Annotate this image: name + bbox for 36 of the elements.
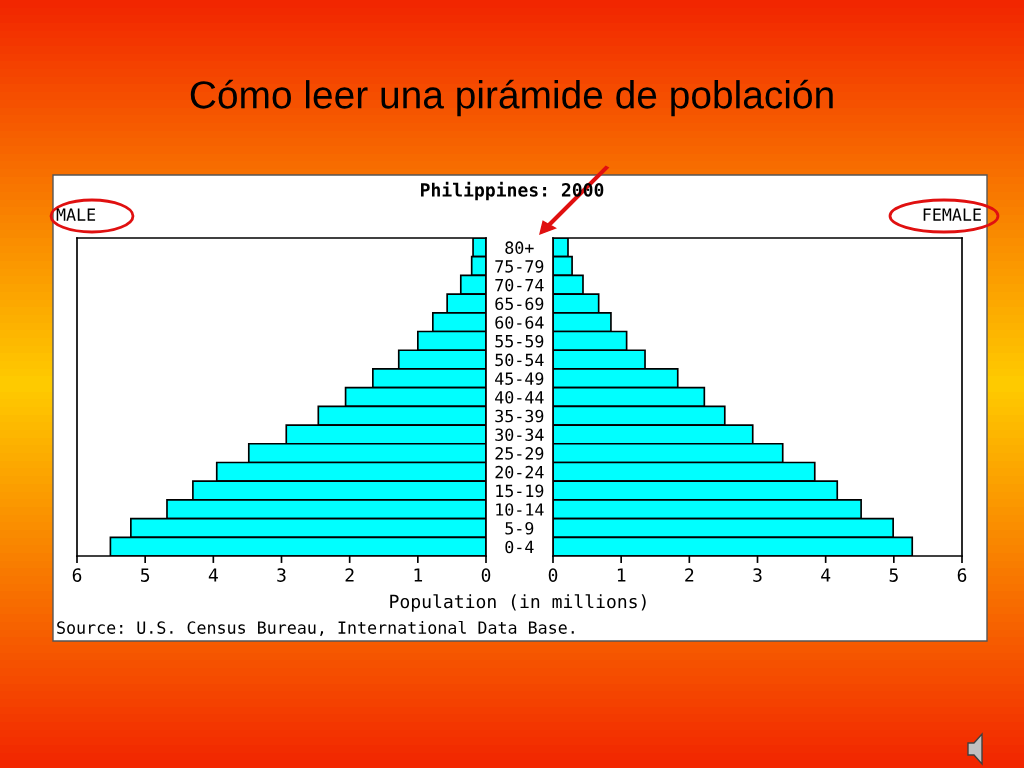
y-tick-label: 70-74 (495, 278, 544, 292)
y-tick-label: 40-44 (495, 391, 544, 404)
y-tick-label: 75-79 (495, 260, 544, 273)
x-tick-label: 6 (957, 568, 967, 582)
x-tick-label: 3 (753, 568, 762, 582)
y-tick-label: 10-14 (496, 503, 544, 516)
y-tick-label: 35-39 (495, 409, 544, 423)
x-tick-label: 4 (208, 568, 218, 582)
x-tick-label: 0 (481, 568, 491, 582)
y-tick-label: 25-29 (495, 447, 544, 460)
x-tick-label: 5 (140, 568, 150, 582)
x-tick-label: 1 (617, 568, 626, 582)
y-tick-label: 55-59 (495, 334, 544, 348)
y-tick-label: 30-34 (495, 428, 544, 442)
y-tick-label: 20-24 (495, 465, 544, 479)
y-tick-label: 80+ (505, 241, 534, 254)
text: FEMALE (923, 208, 981, 221)
x-tick-label: 4 (821, 568, 831, 582)
y-tick-label: 60-64 (495, 316, 544, 329)
x-axis-title: Population (in millions) (390, 594, 646, 612)
y-tick-label: 65-69 (495, 297, 544, 311)
x-tick-label: 2 (685, 568, 694, 582)
x-tick-label: 2 (345, 568, 354, 582)
x-tick-label: 6 (72, 568, 82, 582)
text: MALE (56, 208, 96, 221)
source-note: Source: U.S. Census Bureau, International Data Base. (57, 620, 574, 636)
y-tick-label: 50-54 (495, 353, 544, 367)
y-tick-label: 5-9 (505, 521, 534, 535)
y-tick-label: 45-49 (495, 372, 544, 385)
y-tick-label: 15-19 (496, 484, 544, 498)
x-tick-label: 5 (889, 568, 898, 582)
x-tick-label: 3 (277, 568, 286, 582)
x-tick-label: 0 (548, 568, 558, 582)
y-tick-label: 0-4 (505, 540, 534, 554)
chart-title: Cómo leer una pirámide de población (190, 79, 833, 117)
x-tick-label: 1 (414, 568, 423, 582)
